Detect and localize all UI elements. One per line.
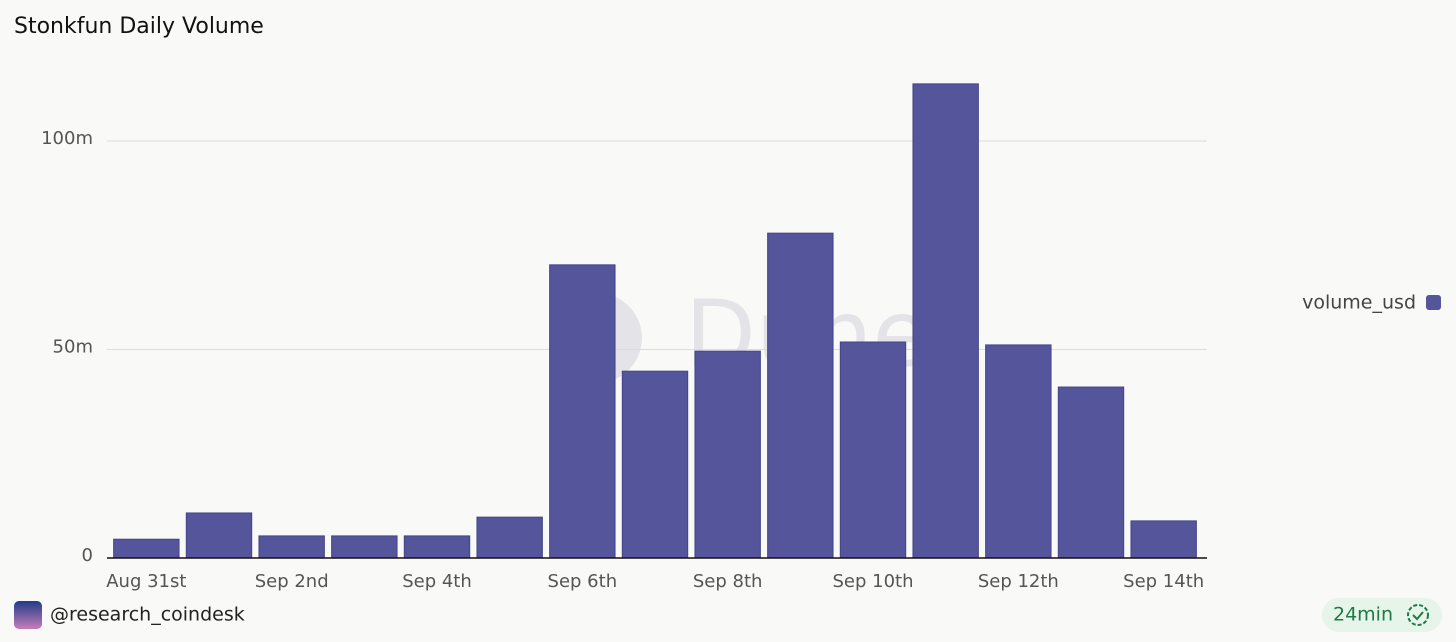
x-tick-label: Aug 31st: [106, 571, 186, 592]
chart-title: Stonkfun Daily Volume: [14, 14, 264, 39]
bar: [403, 535, 471, 559]
bar: [912, 83, 979, 559]
bar: [839, 341, 907, 559]
bar: [694, 350, 761, 559]
y-tick-label: 100m: [41, 128, 93, 149]
age-label: 24min: [1333, 604, 1393, 626]
verified-check: [1412, 611, 1424, 621]
bar: [258, 535, 325, 559]
bar: [113, 538, 180, 559]
bar: [549, 264, 616, 559]
x-tick-label: Sep 8th: [693, 571, 763, 592]
y-tick-label: 50m: [53, 337, 93, 358]
bar: [767, 232, 834, 559]
bar: [985, 344, 1052, 559]
bar: [1130, 520, 1197, 559]
x-tick-label: Sep 14th: [1123, 571, 1204, 592]
author-name[interactable]: @research_coindesk: [50, 604, 245, 626]
x-tick-label: Sep 4th: [402, 571, 472, 592]
x-tick-label: Sep 10th: [832, 571, 913, 592]
x-tick-label: Sep 6th: [548, 571, 618, 592]
y-tick-label: 0: [82, 545, 93, 566]
verified-icon: [1407, 604, 1429, 626]
legend-label: volume_usd: [1302, 292, 1416, 314]
x-tick-label: Sep 12th: [978, 571, 1059, 592]
bar: [476, 516, 543, 559]
author-avatar: [14, 601, 42, 629]
bar: [331, 535, 398, 559]
bar: [621, 370, 689, 559]
legend-swatch: [1426, 295, 1441, 310]
bar: [1057, 386, 1125, 559]
bar: [185, 512, 253, 559]
x-tick-label: Sep 2nd: [255, 571, 329, 592]
